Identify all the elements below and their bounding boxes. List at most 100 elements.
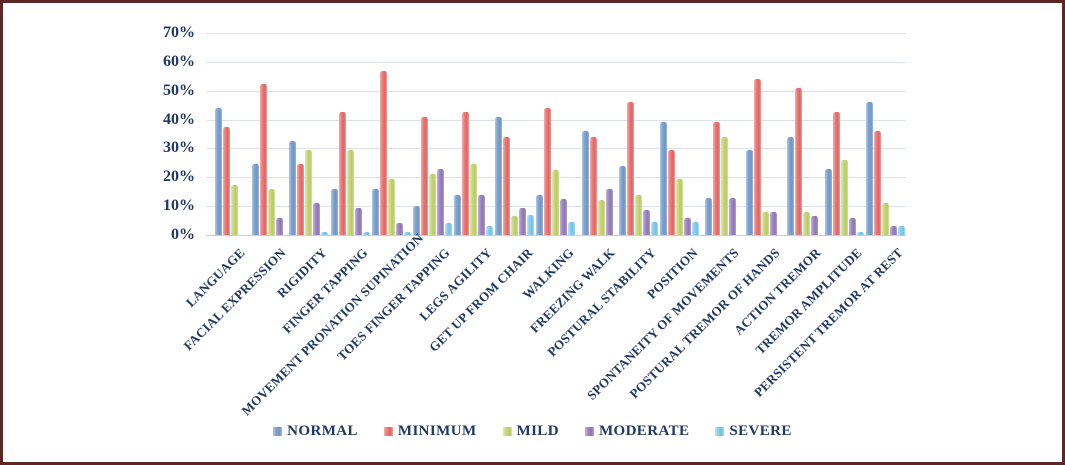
y-axis-tick-label: 70% [163, 24, 195, 41]
bar-normal [618, 165, 626, 235]
bar-moderate [276, 217, 284, 235]
bar-group [618, 33, 659, 235]
bar-minimum [462, 112, 470, 235]
bar-normal [746, 149, 754, 235]
bar-mild [511, 216, 519, 235]
legend-swatch-mild [502, 427, 512, 436]
bar-minimum [873, 131, 881, 235]
bar-normal [865, 102, 873, 235]
bar-minimum [503, 136, 511, 235]
bar-group [865, 33, 906, 235]
bar-mild [762, 211, 770, 235]
gridline [206, 61, 906, 63]
bar-minimum [544, 108, 552, 235]
bar-moderate [560, 198, 568, 235]
bar-severe [321, 232, 329, 235]
bar-mild [803, 211, 811, 235]
legend-label: MODERATE [598, 423, 690, 439]
legend-item-moderate: MODERATE [584, 423, 690, 440]
bar-mild [840, 159, 848, 235]
bar-group [577, 33, 618, 235]
legend-item-mild: MILD [502, 423, 559, 440]
bar-moderate [605, 188, 613, 235]
plot-area [206, 33, 906, 236]
y-axis-tick-label: 60% [163, 52, 195, 70]
bar-normal [252, 164, 260, 235]
gridline [206, 33, 906, 34]
bar-minimum [667, 149, 675, 235]
gridline [206, 90, 906, 92]
bar-moderate [478, 194, 486, 235]
legend-label: MINIMUM [397, 423, 477, 439]
bar-mild [470, 164, 478, 235]
bar-severe [897, 226, 905, 235]
gridline [206, 235, 906, 236]
bar-severe [568, 222, 576, 235]
bar-normal [536, 194, 544, 235]
bar-group [535, 33, 576, 235]
bar-moderate [889, 226, 897, 235]
bar-moderate [811, 216, 819, 235]
bar-mild [634, 194, 642, 235]
bar-group [824, 33, 865, 235]
bar-moderate [395, 223, 403, 235]
bar-group [741, 33, 782, 235]
bar-mild [552, 170, 560, 235]
legend-label: SEVERE [729, 423, 792, 439]
bar-severe [444, 223, 452, 235]
bar-moderate [519, 207, 527, 235]
bar-mild [387, 178, 395, 235]
y-axis-tick-label: 10% [163, 197, 195, 215]
legend-item-minimum: MINIMUM [383, 423, 477, 440]
legend-label: NORMAL [287, 423, 358, 439]
bar-group [288, 33, 329, 235]
legend-swatch-severe [715, 427, 725, 436]
bar-moderate [436, 168, 444, 235]
bar-group [659, 33, 700, 235]
bar-severe [403, 232, 411, 235]
bar-mild [675, 178, 683, 235]
legend-swatch-normal [273, 427, 283, 436]
bar-minimum [297, 164, 305, 235]
bar-severe [691, 222, 699, 235]
bar-moderate [770, 211, 778, 235]
bar-minimum [589, 136, 597, 235]
bar-mild [305, 149, 313, 235]
bar-normal [824, 168, 832, 235]
gridline [206, 119, 906, 121]
bar-normal [581, 131, 589, 235]
bar-mild [268, 188, 276, 235]
legend-swatch-minimum [383, 427, 393, 436]
bar-normal [495, 116, 503, 235]
bar-normal [371, 188, 379, 235]
bar-minimum [832, 112, 840, 235]
bar-minimum [379, 70, 387, 235]
bar-moderate [642, 210, 650, 235]
legend-item-severe: SEVERE [715, 423, 791, 440]
bar-minimum [223, 126, 231, 235]
bar-minimum [420, 116, 428, 235]
bar-normal [289, 141, 297, 235]
bar-group [371, 33, 412, 235]
legend-swatch-moderate [584, 427, 594, 436]
bar-severe [362, 232, 370, 235]
bar-moderate [683, 217, 691, 235]
bar-mild [346, 149, 354, 235]
bar-normal [787, 136, 795, 235]
bar-group [247, 33, 288, 235]
legend: NORMAL MINIMUM MILD MODERATE SEVERE [3, 423, 1062, 440]
bar-minimum [260, 83, 268, 235]
bar-mild [721, 136, 729, 235]
bar-normal [330, 188, 338, 235]
bar-group [700, 33, 741, 235]
bar-group [412, 33, 453, 235]
bar-minimum [338, 112, 346, 235]
bar-mild [881, 203, 889, 235]
bar-group [206, 33, 247, 235]
bar-moderate [354, 207, 362, 235]
bar-group [782, 33, 823, 235]
bar-severe [650, 222, 658, 235]
bar-moderate [729, 197, 737, 235]
legend-label: MILD [516, 423, 559, 439]
